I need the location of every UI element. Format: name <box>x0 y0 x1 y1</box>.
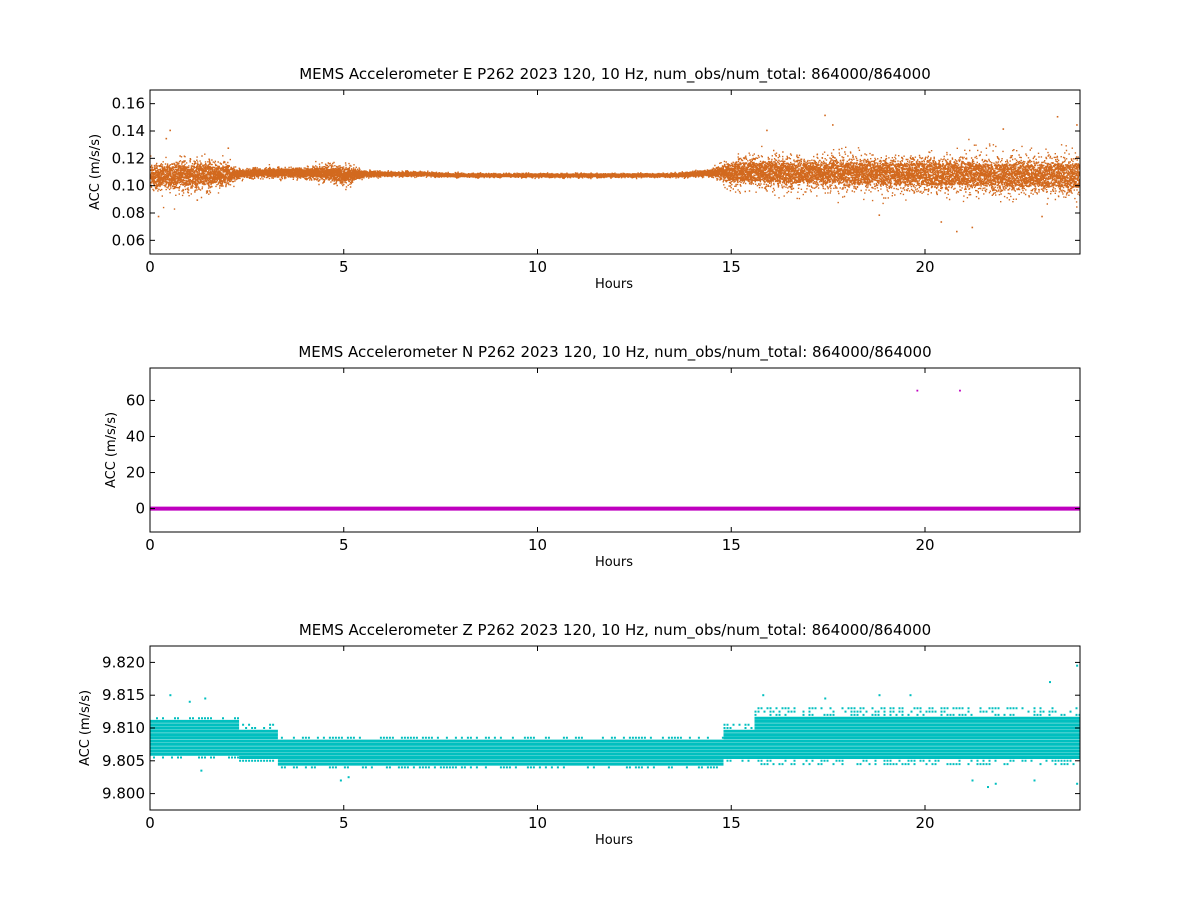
axes-frame <box>149 89 1081 255</box>
outlier-point <box>1076 124 1078 126</box>
outlier-point <box>1076 664 1079 667</box>
outlier-point <box>878 214 881 216</box>
y-tick-label: 9.800 <box>102 785 145 803</box>
x-tick-label: 0 <box>145 814 155 832</box>
data-points-e <box>150 138 1080 210</box>
outlier-point <box>971 779 974 782</box>
outlier-point <box>169 129 171 132</box>
x-tick-label: 0 <box>145 536 155 554</box>
x-tick-label: 15 <box>722 258 741 276</box>
data-series <box>150 664 1080 789</box>
outlier-point <box>878 694 881 697</box>
x-axis-label: Hours <box>595 277 633 292</box>
panel-n: MEMS Accelerometer N P262 2023 120, 10 H… <box>104 343 1081 570</box>
outlier-point <box>987 786 989 789</box>
x-tick-label: 20 <box>915 814 934 832</box>
outlier-point <box>200 769 203 772</box>
outlier-point <box>824 697 827 700</box>
y-tick-label: 40 <box>126 427 145 445</box>
y-tick-label: 0 <box>135 500 145 518</box>
y-axis-label: ACC (m/s/s) <box>104 412 119 488</box>
data-points-z <box>150 707 1080 769</box>
outlier-point <box>188 700 191 703</box>
outlier-point <box>169 694 172 697</box>
outlier-point <box>832 124 834 126</box>
panel-e: MEMS Accelerometer E P262 2023 120, 10 H… <box>88 65 1081 292</box>
y-tick-label: 9.810 <box>102 719 145 737</box>
y-tick-label: 9.820 <box>102 653 145 671</box>
plot-area: 0 5 10 15 20 9.800 9.805 9.810 9.815 9.820 <box>102 645 1081 832</box>
y-tick-label: 0.06 <box>112 231 145 249</box>
outlier-point <box>1041 215 1043 218</box>
y-tick-label: 0.16 <box>112 95 145 113</box>
y-tick-label: 9.805 <box>102 752 145 770</box>
outlier-point <box>971 226 974 229</box>
chart-title: MEMS Accelerometer Z P262 2023 120, 10 H… <box>299 621 931 640</box>
outlier-point <box>762 694 765 697</box>
y-tick-label: 60 <box>126 391 145 409</box>
x-tick-label: 0 <box>145 258 155 276</box>
y-tick-label: 9.815 <box>102 686 145 704</box>
y-axis-label: ACC (m/s/s) <box>88 134 103 210</box>
outlier-point <box>824 114 826 117</box>
y-tick-label: 0.12 <box>112 149 145 167</box>
x-tick-label: 10 <box>528 258 547 276</box>
y-tick-label: 0.10 <box>112 177 145 195</box>
outlier-point <box>1002 128 1005 130</box>
outlier-point <box>1076 782 1079 785</box>
outlier-point <box>1056 115 1059 118</box>
x-tick-label: 5 <box>339 536 349 554</box>
x-tick-label: 20 <box>915 258 934 276</box>
plot-area: 0 5 10 15 20 0 20 40 60 <box>126 367 1081 554</box>
outlier-point <box>157 215 160 218</box>
x-tick-label: 5 <box>339 814 349 832</box>
outlier-point <box>1033 779 1036 782</box>
panel-z: MEMS Accelerometer Z P262 2023 120, 10 H… <box>78 621 1081 848</box>
outlier-point <box>956 230 958 233</box>
x-axis-label: Hours <box>595 555 633 570</box>
x-tick-label: 15 <box>722 814 741 832</box>
outlier-point <box>916 389 919 392</box>
x-tick-label: 5 <box>339 258 349 276</box>
outlier-point <box>339 779 342 782</box>
x-axis-label: Hours <box>595 833 633 848</box>
y-tick-label: 20 <box>126 464 145 482</box>
x-tick-label: 15 <box>722 536 741 554</box>
outlier-point <box>227 147 230 149</box>
x-tick-label: 10 <box>528 536 547 554</box>
plot-area: 0 5 10 15 20 0.06 0.08 0.10 0.12 0.14 0.16 <box>112 89 1081 276</box>
outlier-point <box>766 129 768 132</box>
y-axis-label: ACC (m/s/s) <box>78 690 93 766</box>
outlier-point <box>196 199 199 201</box>
axes-frame <box>149 367 1081 533</box>
outlier-point <box>165 137 168 140</box>
chart-title: MEMS Accelerometer N P262 2023 120, 10 H… <box>298 343 931 362</box>
outlier-point <box>347 776 350 779</box>
x-tick-label: 10 <box>528 814 547 832</box>
y-tick-label: 0.14 <box>112 122 145 140</box>
outlier-point <box>204 697 207 700</box>
data-series <box>150 114 1080 233</box>
chart-title: MEMS Accelerometer E P262 2023 120, 10 H… <box>299 65 931 84</box>
x-tick-label: 20 <box>915 536 934 554</box>
outlier-point <box>940 221 943 223</box>
outlier-point <box>959 389 961 392</box>
outlier-point <box>994 782 997 785</box>
y-tick-label: 0.08 <box>112 204 145 222</box>
outlier-point <box>909 694 912 697</box>
data-series <box>150 389 1080 511</box>
outlier-point <box>1049 681 1051 684</box>
